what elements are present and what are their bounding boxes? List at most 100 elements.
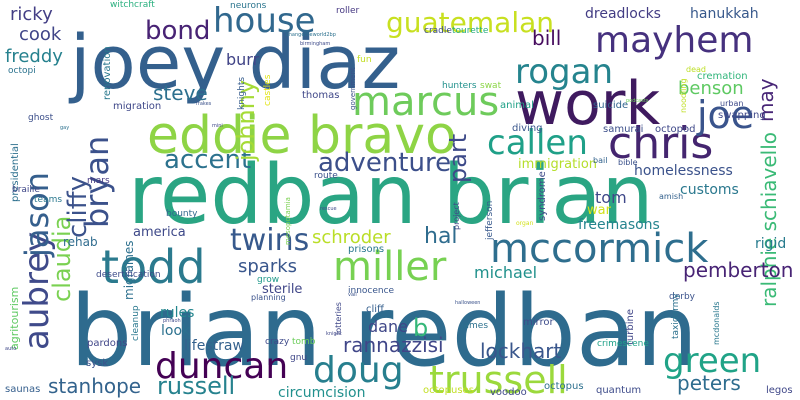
word-castles: castles xyxy=(263,74,273,106)
word-ghost: ghost xyxy=(28,113,54,123)
word-callen: callen xyxy=(487,123,588,163)
word-cliffy: cliffy xyxy=(63,176,93,238)
word-green: green xyxy=(663,341,761,381)
word-quantum: quantum xyxy=(596,385,641,396)
word-mccormick: mccormick xyxy=(490,226,709,272)
word-renovation: renovation xyxy=(102,46,113,100)
word-joe: joe xyxy=(696,93,754,137)
word-hal: hal xyxy=(424,224,458,249)
word-freemasons: freemasons xyxy=(578,217,660,233)
word-neurons: neurons xyxy=(230,1,267,11)
word-cook: cook xyxy=(19,24,62,45)
word-bounty: bounty xyxy=(166,209,198,219)
word-syndrome: syndrome xyxy=(537,171,548,221)
word-twins: twins xyxy=(230,223,309,258)
word-agritourism: agritourism xyxy=(8,287,21,350)
word-auto: auto xyxy=(5,346,16,352)
word-birmingham: birmingham xyxy=(300,41,330,47)
word-jefferson: jefferson xyxy=(485,201,495,241)
word-rigid: rigid xyxy=(755,236,786,252)
word-phraoh: phraoh xyxy=(163,318,181,324)
word-gnu: gnu xyxy=(290,353,307,363)
word-diving: diving xyxy=(512,123,543,134)
word-benson: benson xyxy=(678,78,744,99)
word-tomb: tomb xyxy=(292,337,316,347)
word-rescue: rescue xyxy=(320,206,337,212)
word-burr: burr xyxy=(226,50,260,69)
word-rogan: rogan xyxy=(515,52,613,92)
word-rules: rules xyxy=(160,305,194,321)
word-lifestraw: lifestraw xyxy=(184,338,244,354)
word-bryan: bryan xyxy=(78,136,116,228)
word-roller: roller xyxy=(336,6,360,16)
word-suicide: suicide xyxy=(593,100,628,111)
word-stanhope: stanhope xyxy=(48,374,141,398)
word-rehab: rehab xyxy=(63,235,98,249)
word-guatemalan: guatemalan xyxy=(386,6,554,39)
word-russell: russell xyxy=(157,372,235,400)
word-lotteries: lotteries xyxy=(334,302,343,335)
word-bond: bond xyxy=(145,16,210,46)
word-hunters: hunters xyxy=(442,81,477,91)
word-sparks: sparks xyxy=(238,256,297,277)
word-mcdonalds: mcdonalds xyxy=(712,301,721,345)
word-dane: dane xyxy=(368,317,408,336)
word-swapping: swapping xyxy=(718,110,766,121)
word-turbine: turbine xyxy=(625,309,636,345)
word-migration: migration xyxy=(113,101,161,112)
word-podcasts: podcasts xyxy=(626,98,649,104)
word-freddy: freddy xyxy=(5,46,63,67)
word-frakes: frakes xyxy=(196,101,212,107)
word-halloween: halloween xyxy=(455,300,480,306)
word-tourette: tourette xyxy=(452,26,489,36)
word-changetheworld2bp: changetheworld2bp xyxy=(286,32,336,38)
word-octopod: octopod xyxy=(655,124,695,135)
word-peters: peters xyxy=(677,371,741,395)
word-ricky: ricky xyxy=(10,4,53,25)
word-migraines: migraines xyxy=(122,240,136,300)
word-circumcision: circumcision xyxy=(278,385,365,400)
word-cremation: cremation xyxy=(697,71,748,82)
word-sysk: sysk xyxy=(86,358,108,369)
word-ralphie-schiavello: ralphie schiavello xyxy=(757,132,781,307)
word-urban: urban xyxy=(720,99,743,108)
word-james: james xyxy=(460,321,488,331)
word-dreadlocks: dreadlocks xyxy=(585,6,661,22)
word-gay: gay xyxy=(60,125,69,131)
word-johnny: johnny xyxy=(232,80,260,162)
word-legos: legos xyxy=(766,385,793,396)
word-mirror: mirror xyxy=(523,317,554,328)
word-teams: teams xyxy=(34,195,62,205)
word-octopuses: octopuses xyxy=(423,385,474,396)
word-pemberton: pemberton xyxy=(683,258,793,282)
word-trussell: trussell xyxy=(429,358,568,400)
word-saunas: saunas xyxy=(5,384,40,395)
word-prisons: prisons xyxy=(348,244,384,255)
word-joey-diaz: joey diaz xyxy=(68,20,400,106)
word-mars: mars xyxy=(87,176,110,186)
word-witchcraft: witchcraft xyxy=(110,0,155,10)
word-thomas: thomas xyxy=(302,90,339,101)
word-government: government xyxy=(349,67,357,110)
word-duncan: duncan xyxy=(155,346,288,387)
word-b: b xyxy=(413,314,428,342)
word-swat: swat xyxy=(480,81,502,91)
word-aubrey: aubrey xyxy=(17,232,57,350)
word-bible: bible xyxy=(618,158,638,167)
word-cleanup: cleanup xyxy=(131,305,141,341)
word-accent: accent xyxy=(164,145,251,175)
word-bill: bill xyxy=(532,26,561,50)
word-voodoo: voodoo xyxy=(490,387,527,398)
word-chris: chris xyxy=(608,118,713,169)
word-mesopotamia: mesopotamia xyxy=(284,197,292,245)
word-homelessness: homelessness xyxy=(634,163,733,179)
word-taxidermy: taxidermy xyxy=(671,293,681,339)
word-animal: animal xyxy=(500,100,534,111)
word-octopus: octopus xyxy=(544,381,584,392)
word-lockhart: lockhart xyxy=(480,339,562,363)
word-bail: bail xyxy=(593,156,607,165)
word-redban-brian: redban brian xyxy=(128,148,654,243)
word-look: look xyxy=(161,323,191,339)
word-sterile: sterile xyxy=(262,282,302,297)
